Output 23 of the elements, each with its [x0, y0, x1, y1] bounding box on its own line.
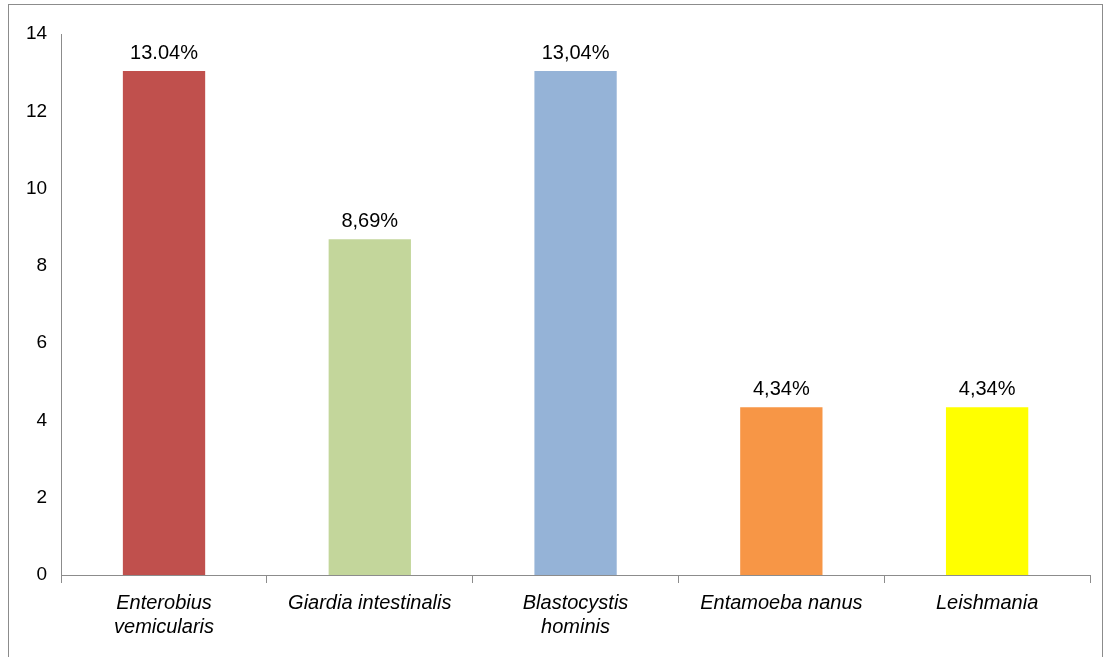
x-tick-label: Leishmania — [935, 590, 1039, 613]
y-tick-label: 14 — [25, 22, 48, 44]
y-tick-label: 6 — [36, 331, 48, 353]
bar — [534, 71, 617, 575]
y-tick-label: 4 — [36, 408, 48, 430]
bar — [740, 407, 823, 575]
x-tick-label: Blastocystis hominis — [522, 590, 629, 637]
x-tick-label: Giardia intestinalis — [288, 590, 452, 613]
y-tick-label: 8 — [36, 254, 48, 276]
x-tick-label: Enterobius vemicularis — [114, 590, 215, 637]
y-tick-label: 10 — [25, 176, 48, 198]
data-label: 4,34% — [958, 376, 1016, 399]
data-label: 13,04% — [541, 40, 610, 63]
data-label: 13.04% — [130, 40, 199, 63]
bar — [122, 71, 206, 575]
bar — [328, 239, 411, 575]
y-tick-label: 2 — [36, 485, 48, 507]
data-label: 8,69% — [341, 208, 399, 231]
x-tick-label: Entamoeba nanus — [700, 590, 863, 613]
y-tick-label: 0 — [36, 563, 48, 585]
y-tick-label: 12 — [25, 99, 48, 121]
bar — [945, 407, 1029, 575]
data-label: 4,34% — [752, 376, 810, 399]
